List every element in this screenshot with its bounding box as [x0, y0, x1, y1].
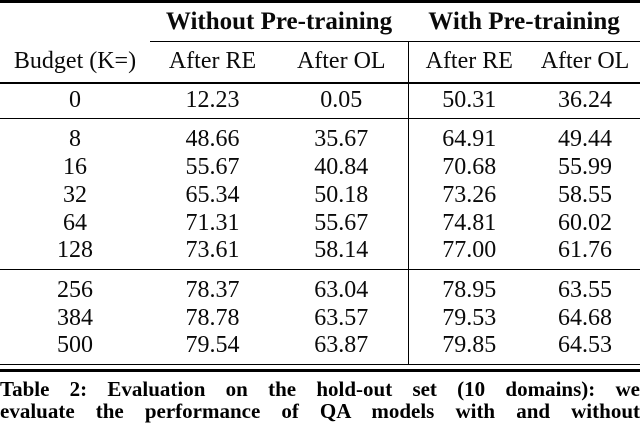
table-row-budget-256: 256 78.37 63.04 78.95 63.55: [0, 269, 640, 304]
cell-after-ol-without: 55.67: [314, 209, 369, 236]
cell-after-ol-without: 58.14: [275, 237, 409, 270]
table-row-budget-8: 8 48.66 35.67 64.91 49.44: [0, 118, 640, 153]
cell-after-ol-with: 63.55: [558, 277, 613, 303]
cell-after-re-with: 50.31: [407, 82, 531, 119]
table-row-budget-500: 500 79.54 63.87 79.85 64.53: [0, 332, 640, 365]
caption-line-1: Table 2: Evaluation on the hold-out set …: [0, 377, 640, 401]
cell-after-re-without: 71.31: [185, 209, 240, 236]
table-caption: Table 2: Evaluation on the hold-out set …: [0, 378, 640, 422]
cell-budget: 64: [63, 209, 87, 236]
cell-after-ol-with: 64.68: [558, 304, 613, 331]
cell-after-re-with: 79.85: [407, 332, 531, 365]
cell-after-re-with: 78.95: [407, 269, 531, 304]
cell-after-re-with: 77.00: [407, 237, 531, 270]
table-row-budget-128: 128 73.61 58.14 77.00 61.76: [0, 237, 640, 270]
caption-line-2: evaluate the performance of QA models wi…: [0, 399, 640, 423]
column-header-after-re-with: After RE: [407, 41, 531, 84]
cell-after-re-without: 65.34: [185, 181, 240, 208]
cell-after-re-with: 73.26: [407, 181, 531, 209]
cell-after-ol-with: 55.99: [558, 153, 613, 180]
cell-budget: 384: [57, 304, 93, 331]
span-header-row: Without Pre-training With Pre-training: [0, 1, 640, 42]
corner-empty-cell: [0, 2, 150, 42]
cell-after-re-without: 78.78: [185, 304, 240, 331]
table-row-budget-32: 32 65.34 50.18 73.26 58.55: [0, 181, 640, 209]
cell-after-ol-without: 35.67: [314, 126, 369, 152]
cell-after-ol-with: 58.55: [558, 181, 613, 208]
cell-after-re-without: 73.61: [150, 237, 275, 270]
column-header-after-ol-with: After OL: [530, 41, 640, 84]
cell-after-ol-with: 60.02: [558, 209, 613, 236]
column-header-row: Budget (K=) After RE After OL After RE A…: [0, 41, 640, 84]
cell-after-ol-without: 40.84: [314, 153, 369, 180]
cell-after-ol-with: 49.44: [558, 126, 613, 152]
cell-after-re-without: 48.66: [185, 126, 240, 152]
cell-after-ol-without: 63.57: [314, 304, 369, 331]
cell-after-ol-without: 0.05: [275, 82, 409, 119]
cell-budget: 8: [69, 126, 81, 152]
column-header-budget: Budget (K=): [0, 41, 150, 84]
table-row-budget-64: 64 71.31 55.67 74.81 60.02: [0, 209, 640, 237]
column-header-after-re-without: After RE: [150, 41, 275, 84]
cell-after-re-with: 70.68: [407, 153, 531, 181]
span-header-with-pretraining: With Pre-training: [408, 1, 640, 42]
cell-after-ol-without: 63.04: [314, 277, 369, 303]
cell-budget: 16: [63, 153, 87, 180]
cell-budget: 256: [57, 277, 93, 303]
cell-after-re-with: 79.53: [407, 304, 531, 332]
cell-after-re-without: 55.67: [185, 153, 240, 180]
cell-after-ol-without: 63.87: [275, 332, 409, 365]
cell-budget: 500: [0, 332, 150, 365]
cell-after-ol-with: 36.24: [530, 82, 640, 119]
table-row-budget-0: 0 12.23 0.05 50.31 36.24: [0, 82, 640, 119]
cell-after-ol-with: 64.53: [530, 332, 640, 365]
table-bottom-thick-rule: [0, 369, 640, 372]
cell-after-re-without: 79.54: [150, 332, 275, 365]
cell-after-re-without: 12.23: [150, 82, 275, 119]
cell-after-re-without: 78.37: [185, 277, 240, 303]
cell-budget: 32: [63, 181, 87, 208]
cell-after-re-with: 64.91: [407, 118, 531, 153]
cell-budget: 128: [0, 237, 150, 270]
cell-after-re-with: 74.81: [407, 209, 531, 237]
results-table: Without Pre-training With Pre-training B…: [0, 0, 640, 365]
column-header-after-ol-without: After OL: [275, 41, 409, 84]
span-header-without-pretraining: Without Pre-training: [150, 1, 409, 42]
table-row-budget-384: 384 78.78 63.57 79.53 64.68: [0, 304, 640, 332]
table-row-budget-16: 16 55.67 40.84 70.68 55.99: [0, 153, 640, 181]
cell-budget: 0: [0, 82, 150, 119]
cell-after-ol-without: 50.18: [314, 181, 369, 208]
cell-after-ol-with: 61.76: [530, 237, 640, 270]
